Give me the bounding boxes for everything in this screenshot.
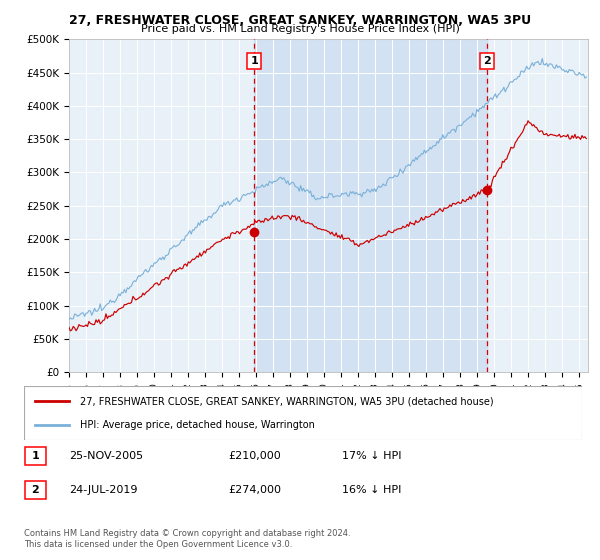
Text: 27, FRESHWATER CLOSE, GREAT SANKEY, WARRINGTON, WA5 3PU (detached house): 27, FRESHWATER CLOSE, GREAT SANKEY, WARR… xyxy=(80,396,493,407)
FancyBboxPatch shape xyxy=(24,386,582,440)
Text: 24-JUL-2019: 24-JUL-2019 xyxy=(69,485,137,495)
Text: 27, FRESHWATER CLOSE, GREAT SANKEY, WARRINGTON, WA5 3PU: 27, FRESHWATER CLOSE, GREAT SANKEY, WARR… xyxy=(69,14,531,27)
Text: 16% ↓ HPI: 16% ↓ HPI xyxy=(342,485,401,495)
Text: 2: 2 xyxy=(32,485,39,495)
Text: 1: 1 xyxy=(32,451,39,461)
Text: 1: 1 xyxy=(251,56,259,66)
Bar xyxy=(254,39,487,372)
Text: 17% ↓ HPI: 17% ↓ HPI xyxy=(342,451,401,461)
Text: HPI: Average price, detached house, Warrington: HPI: Average price, detached house, Warr… xyxy=(80,419,314,430)
Text: Price paid vs. HM Land Registry's House Price Index (HPI): Price paid vs. HM Land Registry's House … xyxy=(140,24,460,34)
FancyBboxPatch shape xyxy=(25,447,46,465)
Text: 2: 2 xyxy=(483,56,491,66)
Text: Contains HM Land Registry data © Crown copyright and database right 2024.
This d: Contains HM Land Registry data © Crown c… xyxy=(24,529,350,549)
FancyBboxPatch shape xyxy=(25,481,46,499)
Text: £274,000: £274,000 xyxy=(228,485,281,495)
Text: £210,000: £210,000 xyxy=(228,451,281,461)
Text: 25-NOV-2005: 25-NOV-2005 xyxy=(69,451,143,461)
